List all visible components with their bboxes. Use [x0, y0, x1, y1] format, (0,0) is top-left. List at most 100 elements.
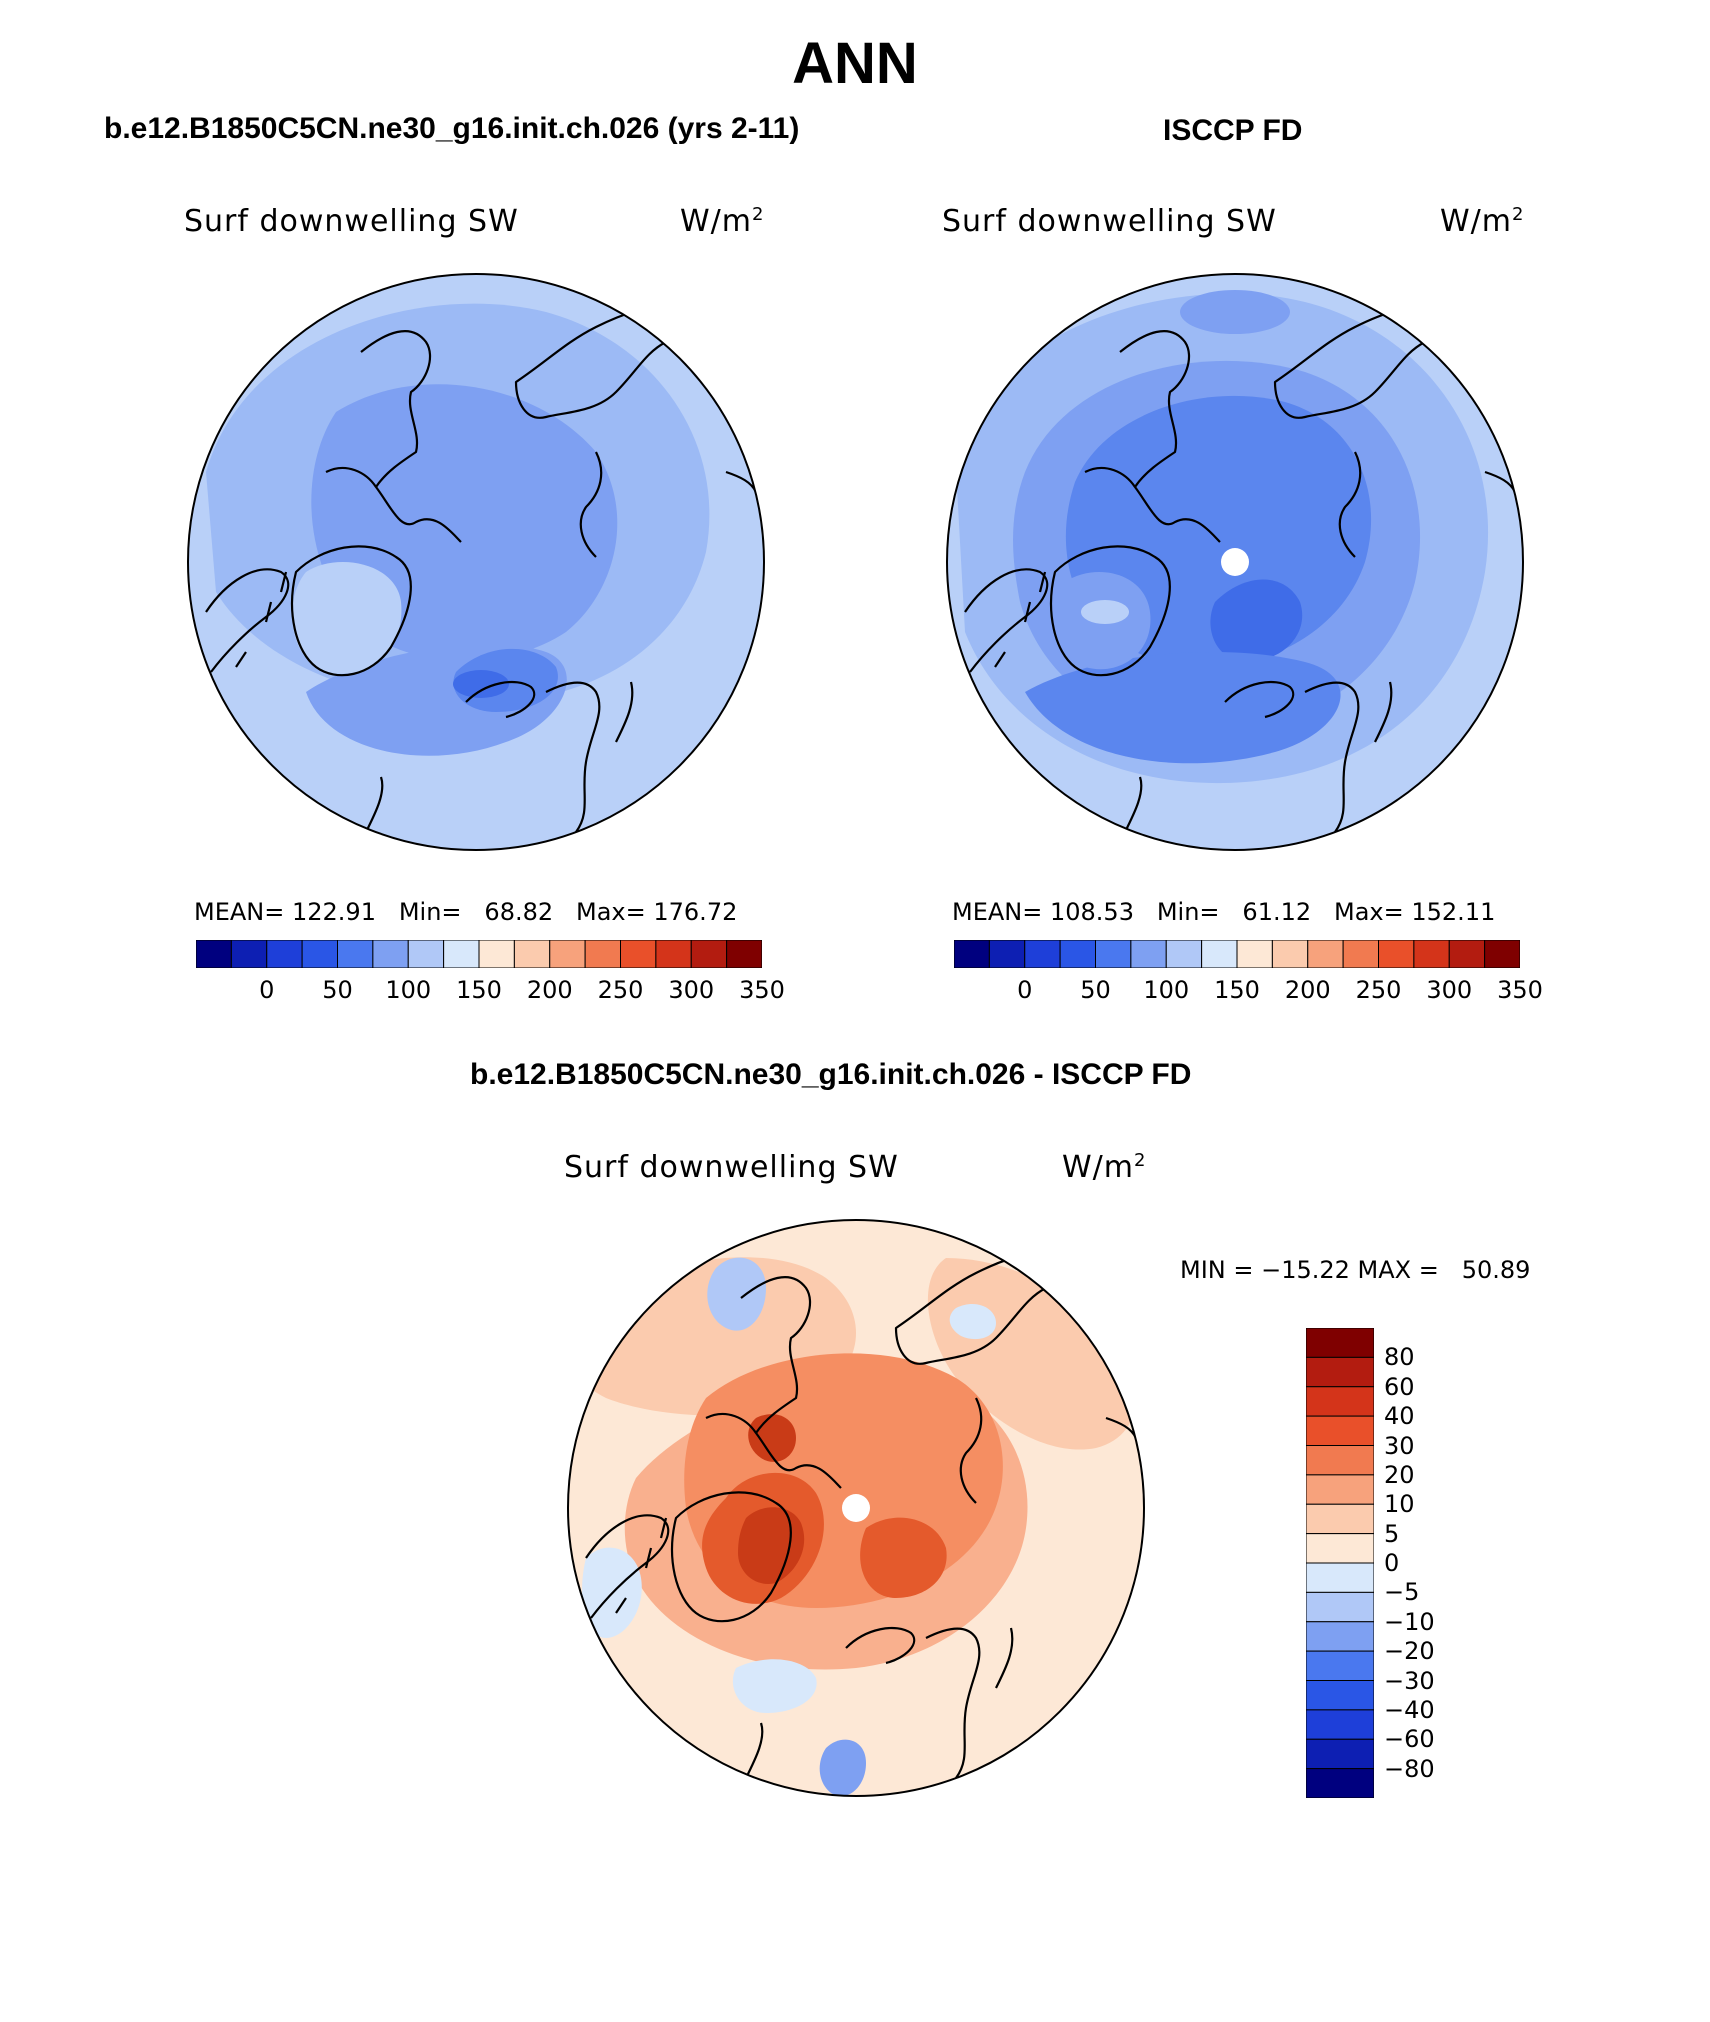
diff-colorbar-tick-label: −20 — [1384, 1637, 1435, 1666]
panel1-colorbar-swatch — [301, 940, 338, 968]
panel2-colorbar-swatch — [954, 940, 990, 968]
panel2-colorbar-tick-label: 150 — [1214, 976, 1260, 1004]
diff-colorbar-tick-label: 5 — [1384, 1519, 1400, 1548]
panel2-colorbar — [954, 940, 1520, 968]
panel1-stats: MEAN= 122.91 Min= 68.82 Max= 176.72 — [194, 898, 738, 926]
diff-pole-missing — [842, 1494, 870, 1522]
panel2-field-contour-90 — [1210, 579, 1303, 662]
panel2-polar-map — [946, 273, 1524, 851]
panel2-colorbar-swatch — [1342, 940, 1379, 968]
diff-colorbar-swatch — [1306, 1768, 1374, 1798]
diff-colorbar-swatch — [1306, 1591, 1374, 1623]
panel2-colorbar-swatch — [1307, 940, 1344, 968]
panel1-greenland-field — [292, 562, 402, 674]
diff-colorbar-tick-label: 80 — [1384, 1343, 1415, 1372]
diff-colorbar-swatch — [1306, 1356, 1374, 1388]
panel2-pole-missing — [1221, 548, 1249, 576]
panel2-field-pacific-low — [1180, 290, 1290, 334]
panel1-polar-map — [187, 273, 765, 851]
diff-colorbar-swatch — [1306, 1680, 1374, 1711]
diff-colorbar-tick-label: −80 — [1384, 1754, 1435, 1783]
diff-case-title: b.e12.B1850C5CN.ne30_g16.init.ch.026 - I… — [470, 1058, 1192, 1091]
diff-colorbar-tick-label: −40 — [1384, 1695, 1435, 1724]
panel1-colorbar-swatch — [372, 940, 409, 968]
panel2-colorbar-tick-label: 200 — [1284, 976, 1331, 1004]
figure-title: ANN — [792, 31, 918, 96]
panel1-case-title: b.e12.B1850C5CN.ne30_g16.init.ch.026 (yr… — [104, 112, 800, 145]
diff-colorbar-swatch — [1306, 1621, 1374, 1652]
panel1-colorbar-tick-label: 150 — [456, 976, 502, 1004]
panel1-colorbar-swatch — [549, 940, 586, 968]
diff-colorbar-tick-label: −30 — [1384, 1666, 1435, 1695]
panel1-colorbar-swatch — [337, 940, 374, 968]
panel2-colorbar-swatch — [1201, 940, 1238, 968]
diff-colorbar-swatch — [1306, 1445, 1374, 1476]
diff-units-label: W/m2 — [1062, 1150, 1147, 1185]
diff-field-neg-pacific — [707, 1257, 766, 1331]
panel1-colorbar-tick-label: 350 — [739, 976, 785, 1004]
panel2-colorbar-swatch — [1059, 940, 1096, 968]
diff-field-neg-atlantic — [732, 1659, 817, 1713]
diff-colorbar-tick-label: −5 — [1384, 1578, 1420, 1607]
panel1-colorbar-swatch — [407, 940, 445, 968]
panel2-map-border — [946, 273, 1524, 851]
panel2-colorbar-swatch — [988, 940, 1026, 968]
diff-colorbar-tick-label: −60 — [1384, 1725, 1435, 1754]
diff-colorbar-swatch — [1306, 1386, 1374, 1417]
panel1-map-border — [187, 273, 765, 851]
panel1-colorbar-tick-label: 300 — [668, 976, 715, 1004]
panel2-field-contour-atlantic — [1025, 652, 1341, 764]
panel2-colorbar-labels: 0 50 100 150 200 250 300 350 — [954, 976, 1543, 1006]
diff-colorbar-swatch — [1306, 1474, 1374, 1505]
diff-colorbar-tick-label: 20 — [1384, 1460, 1415, 1489]
panel1-colorbar-swatch — [655, 940, 692, 968]
diff-colorbar — [1306, 1328, 1374, 1798]
diff-colorbar-swatch — [1306, 1709, 1374, 1740]
diff-colorbar-swatch — [1306, 1562, 1374, 1593]
panel1-colorbar-swatch — [584, 940, 621, 968]
panel1-colorbar-swatch — [443, 940, 480, 968]
panel1-colorbar-tick-label: 50 — [322, 976, 353, 1004]
panel1-units-label: W/m2 — [680, 204, 765, 239]
panel1-colorbar-tick-label: 100 — [385, 976, 432, 1004]
panel1-colorbar-swatch — [266, 940, 303, 968]
diff-colorbar-labels: 80 60 40 30 20 10 5 0 −5 −10 −20 −30 −40 −60 −80 — [1384, 1328, 1464, 1798]
panel2-greenland-high — [1081, 600, 1129, 624]
diff-colorbar-swatch — [1306, 1533, 1374, 1564]
panel1-colorbar-tick-label: 200 — [526, 976, 573, 1004]
panel2-stats: MEAN= 108.53 Min= 61.12 Max= 152.11 — [952, 898, 1496, 926]
diff-field-contour-30b — [860, 1517, 947, 1598]
panel1-colorbar — [196, 940, 762, 968]
panel2-colorbar-swatch — [1236, 940, 1273, 968]
panel2-colorbar-swatch — [1378, 940, 1415, 968]
panel2-colorbar-swatch — [1413, 940, 1450, 968]
panel2-colorbar-swatch — [1165, 940, 1203, 968]
panel1-colorbar-swatch — [513, 940, 551, 968]
diff-greenland-contour-40 — [738, 1507, 805, 1584]
panel1-variable-label: Surf downwelling SW — [184, 204, 519, 239]
panel2-case-title: ISCCP FD — [1163, 114, 1303, 147]
diff-field-neg-siberia — [949, 1303, 996, 1340]
panel1-colorbar-tick-label: 0 — [259, 976, 275, 1004]
panel1-colorbar-swatch — [620, 940, 657, 968]
panel1-colorbar-swatch — [726, 940, 762, 968]
panel2-colorbar-tick-label: 300 — [1426, 976, 1473, 1004]
diff-polar-map — [567, 1219, 1145, 1797]
diff-colorbar-tick-label: −10 — [1384, 1607, 1435, 1636]
diff-colorbar-tick-label: 60 — [1384, 1372, 1415, 1401]
panel2-units-label: W/m2 — [1440, 204, 1525, 239]
diff-colorbar-tick-label: 30 — [1384, 1431, 1415, 1460]
panel2-colorbar-swatch — [1024, 940, 1061, 968]
diff-colorbar-tick-label: 10 — [1384, 1490, 1415, 1519]
panel1-colorbar-tick-label: 250 — [597, 976, 644, 1004]
diff-colorbar-tick-label: 40 — [1384, 1402, 1415, 1431]
panel2-colorbar-tick-label: 50 — [1080, 976, 1111, 1004]
panel1-field-contour-80 — [453, 670, 509, 698]
panel2-colorbar-tick-label: 350 — [1497, 976, 1543, 1004]
panel2-colorbar-tick-label: 250 — [1355, 976, 1402, 1004]
diff-colorbar-swatch — [1306, 1328, 1374, 1358]
panel2-colorbar-swatch — [1095, 940, 1132, 968]
panel2-colorbar-tick-label: 100 — [1143, 976, 1190, 1004]
panel2-colorbar-swatch — [1448, 940, 1486, 968]
panel2-variable-label: Surf downwelling SW — [942, 204, 1277, 239]
